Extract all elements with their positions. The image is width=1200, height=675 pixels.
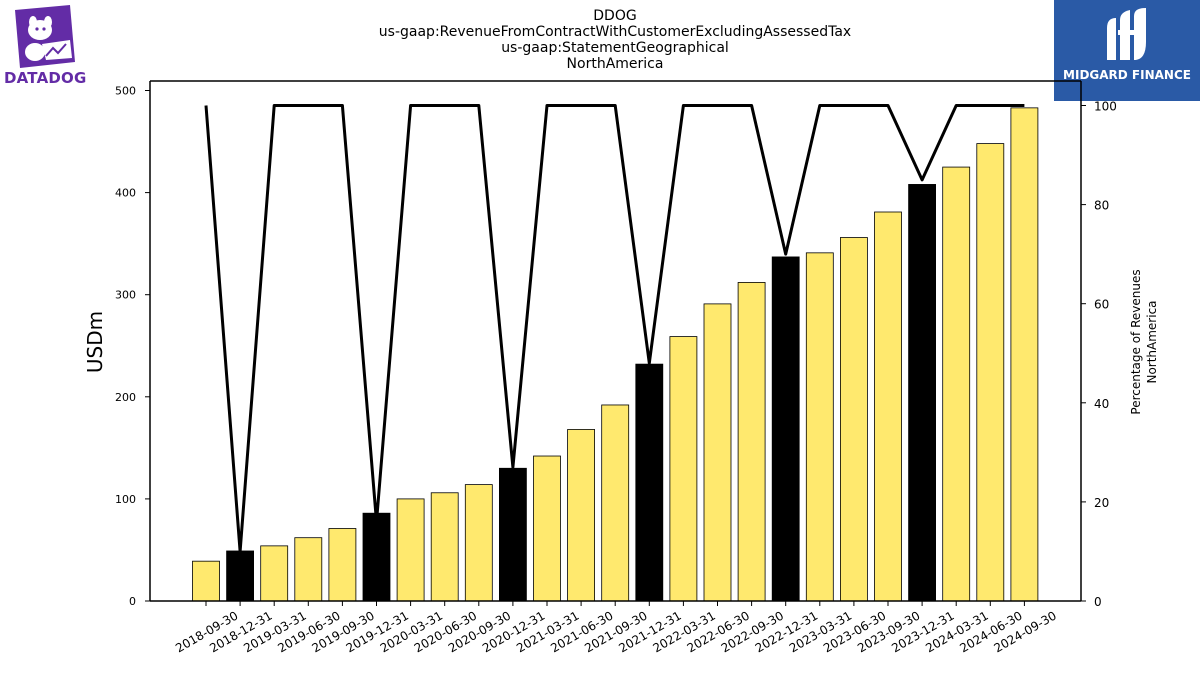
y-tick-label: 300 [115, 289, 136, 302]
bar [737, 282, 766, 602]
bar [976, 143, 1005, 602]
bar [771, 256, 800, 602]
bar [908, 184, 936, 602]
datadog-dog-icon [15, 5, 75, 68]
title-line: us-gaap:StatementGeographical [501, 40, 729, 56]
y-tick-label-right: 20 [1094, 496, 1109, 510]
y-tick-label: 400 [115, 187, 136, 200]
bar [669, 336, 698, 602]
bar [874, 211, 902, 602]
bar [294, 537, 323, 602]
bar [498, 467, 527, 602]
y-tick-label-right: 80 [1094, 199, 1109, 213]
bar [260, 545, 289, 602]
datadog-logo: DATADOG [0, 0, 95, 95]
bar [533, 455, 561, 602]
y-tick-label: 0 [129, 595, 136, 608]
y-tick-label-right: 100 [1094, 100, 1117, 114]
midgard-wordmark: MIDGARD FINANCE [1063, 68, 1191, 82]
y-tick-label: 500 [115, 85, 136, 98]
title-line: us-gaap:RevenueFromContractWithCustomerE… [379, 24, 851, 40]
bar [1010, 107, 1039, 602]
y-tick-label: 200 [115, 391, 136, 404]
y-axis-label: USDm [83, 311, 107, 373]
bar [430, 492, 459, 602]
bar [396, 498, 425, 602]
title-line: NorthAmerica [567, 56, 664, 72]
chart-title: DDOGus-gaap:RevenueFromContractWithCusto… [379, 8, 851, 72]
right-y-axis-label: Percentage of Revenues NorthAmerica [1129, 269, 1159, 414]
bar [362, 512, 391, 602]
bar [703, 303, 732, 602]
midgard-finance-logo: MIDGARD FINANCE [1054, 0, 1200, 101]
bar [942, 166, 971, 602]
y-tick-label-right: 0 [1094, 595, 1102, 609]
y-tick-label-right: 60 [1094, 298, 1109, 312]
bar [226, 550, 255, 602]
title-line: DDOG [593, 8, 636, 24]
bar [567, 429, 595, 602]
datadog-wordmark: DATADOG [4, 69, 87, 87]
right-y-axis-label-line: NorthAmerica [1145, 300, 1159, 383]
bar [601, 404, 630, 602]
line-series [204, 104, 1025, 553]
right-y-axis-label-line: Percentage of Revenues [1129, 269, 1143, 414]
bar-series [192, 107, 1039, 602]
bar [635, 363, 664, 602]
bar [328, 528, 357, 602]
right-y-axis-ticks: 0 20 40 60 80 100 [1081, 100, 1117, 609]
x-axis-ticks: 2018-09-302018-12-312019-03-312019-06-30… [173, 601, 1059, 655]
percentage-line [204, 104, 1025, 553]
left-y-axis-ticks: 0 100 200 300 400 500 [115, 85, 150, 608]
y-tick-label: 100 [115, 493, 136, 506]
y-tick-label-right: 40 [1094, 397, 1109, 411]
bar [464, 484, 493, 602]
bar [192, 560, 220, 602]
midgard-m-icon [1107, 8, 1146, 60]
bar [840, 237, 868, 602]
bar [805, 252, 834, 602]
